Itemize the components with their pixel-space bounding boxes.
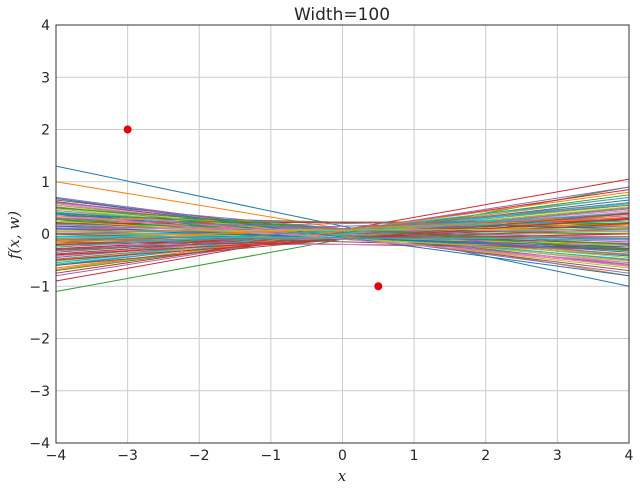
y-axis-label: f(x, w) xyxy=(5,211,23,260)
x-tick-label: −1 xyxy=(261,448,282,464)
x-tick-label: 2 xyxy=(481,448,490,464)
x-tick-label: −3 xyxy=(117,448,138,464)
y-tick-labels: −4 −3 −2 −1 0 1 2 3 4 xyxy=(29,18,50,452)
data-points xyxy=(123,125,383,291)
x-tick-label: 1 xyxy=(410,448,419,464)
series-lines xyxy=(55,165,630,292)
y-tick-label: −3 xyxy=(29,384,50,400)
x-tick-labels: −4 −3 −2 −1 0 1 2 3 4 xyxy=(46,448,634,464)
series-line xyxy=(55,194,630,272)
y-tick-label: 4 xyxy=(41,18,50,34)
series-line xyxy=(55,186,630,277)
y-tick-label: −4 xyxy=(29,436,50,452)
series-line xyxy=(55,201,630,272)
series-line xyxy=(55,236,630,240)
series-line xyxy=(55,227,630,232)
series-line xyxy=(55,228,630,232)
y-tick-label: −2 xyxy=(29,332,50,348)
chart-title: Width=100 xyxy=(294,5,390,25)
y-tick-label: 3 xyxy=(41,70,50,86)
series-line xyxy=(55,204,630,269)
series-line xyxy=(55,204,630,253)
y-tick-label: 0 xyxy=(41,227,50,243)
x-axis-label: x xyxy=(338,467,347,485)
x-tick-label: 3 xyxy=(553,448,562,464)
x-tick-label: −4 xyxy=(46,448,67,464)
y-tick-label: 2 xyxy=(41,123,50,139)
data-point xyxy=(374,282,383,291)
data-point xyxy=(123,125,132,134)
plot-frame xyxy=(55,24,630,444)
series-line xyxy=(55,236,630,241)
y-tick-label: 1 xyxy=(41,175,50,191)
series-line xyxy=(55,215,630,264)
x-tick-label: −2 xyxy=(189,448,210,464)
y-tick-label: −1 xyxy=(29,279,50,295)
x-tick-label: 0 xyxy=(338,448,347,464)
series-line xyxy=(55,203,630,265)
x-tick-label: 4 xyxy=(625,448,634,464)
